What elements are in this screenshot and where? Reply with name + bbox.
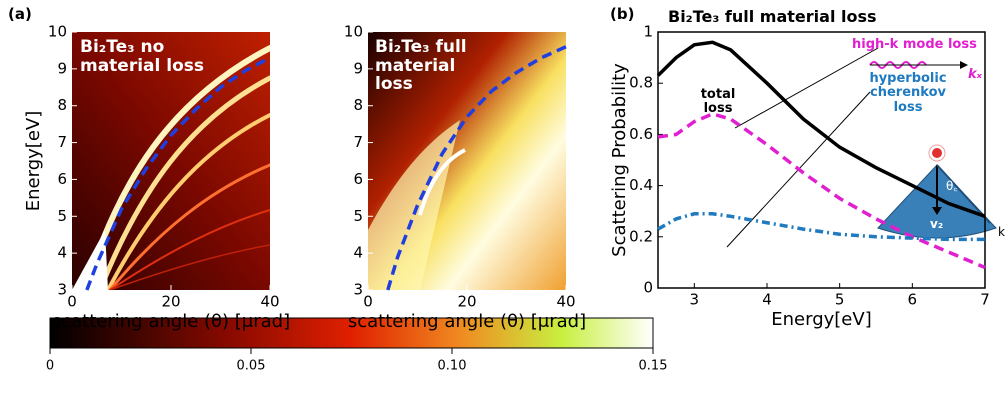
x-tick-label: 0	[67, 293, 77, 311]
colorbar	[49, 317, 654, 349]
y-tick-label: 9	[57, 59, 67, 77]
line	[656, 40, 986, 218]
y-axis-label: Energy[eV]	[23, 111, 44, 211]
y-axis-label: Scattering Probability	[609, 63, 630, 257]
annotation: hyperbolic cherenkov loss	[869, 71, 947, 115]
plot-frame	[657, 31, 986, 289]
x-tick-label: 3	[690, 291, 700, 309]
y-tick-label: 0	[643, 279, 653, 297]
x-tick-label: 0	[363, 293, 373, 311]
heatmap-stripes	[72, 45, 270, 290]
y-tick-label: 8	[57, 96, 67, 114]
x-tick-label: 4	[762, 291, 772, 309]
colorbar-tick-label: 0.05	[237, 359, 266, 374]
inset-label: v₂	[930, 217, 944, 231]
inset-label: θ꜀	[946, 179, 958, 193]
y-tick-label: 5	[353, 207, 363, 225]
inset-label: kₓ	[968, 67, 983, 82]
y-tick-label: 0.2	[629, 227, 653, 245]
panel-title: Bi₂Te₃ no material loss	[80, 37, 205, 76]
y-tick-label: 8	[353, 96, 363, 114]
line	[657, 212, 985, 242]
panel-title: Bi₂Te₃ full material loss	[668, 7, 877, 26]
x-tick-label: 20	[457, 293, 476, 311]
y-tick-label: 0.8	[629, 74, 653, 92]
y-tick-label: 0.6	[629, 125, 653, 143]
x-axis-label: Energy[eV]	[771, 309, 871, 330]
x-tick-label: 5	[835, 291, 845, 309]
colorbar-tick-label: 0.10	[438, 359, 467, 374]
line	[657, 112, 986, 270]
y-tick-label: 3	[57, 281, 67, 299]
x-axis-label: scattering angle (θ) [μrad]	[348, 311, 586, 332]
x-axis-label: scattering angle (θ) [μrad]	[52, 311, 290, 332]
x-tick-label: 6	[908, 291, 918, 309]
annotation: total loss	[700, 87, 736, 117]
y-tick-label: 0.4	[629, 176, 653, 194]
y-tick-label: 10	[344, 23, 363, 41]
x-tick-label: 40	[260, 293, 279, 311]
panel-label: (a)	[8, 5, 32, 23]
y-tick-label: 3	[353, 281, 363, 299]
panel-label: (b)	[610, 5, 635, 23]
y-tick-label: 7	[353, 133, 363, 151]
line	[85, 56, 271, 291]
colorbar-tick-label: 0	[46, 359, 54, 374]
panel-title: Bi₂Te₃ full material loss	[375, 37, 467, 95]
y-tick-label: 6	[57, 170, 67, 188]
line	[386, 45, 567, 291]
y-tick-label: 4	[57, 244, 67, 262]
y-tick-label: 9	[353, 59, 363, 77]
colorbar-tick-label: 0.15	[639, 359, 668, 374]
y-tick-label: 6	[353, 170, 363, 188]
x-tick-label: 40	[556, 293, 575, 311]
y-tick-label: 5	[57, 207, 67, 225]
y-tick-label: 1	[643, 23, 653, 41]
y-tick-label: 7	[57, 133, 67, 151]
x-tick-label: 20	[161, 293, 180, 311]
inset-label: k	[998, 225, 1005, 239]
y-tick-label: 10	[48, 23, 67, 41]
x-tick-label: 7	[980, 291, 990, 309]
y-tick-label: 4	[353, 244, 363, 262]
annotation: high-k mode loss	[852, 37, 977, 52]
